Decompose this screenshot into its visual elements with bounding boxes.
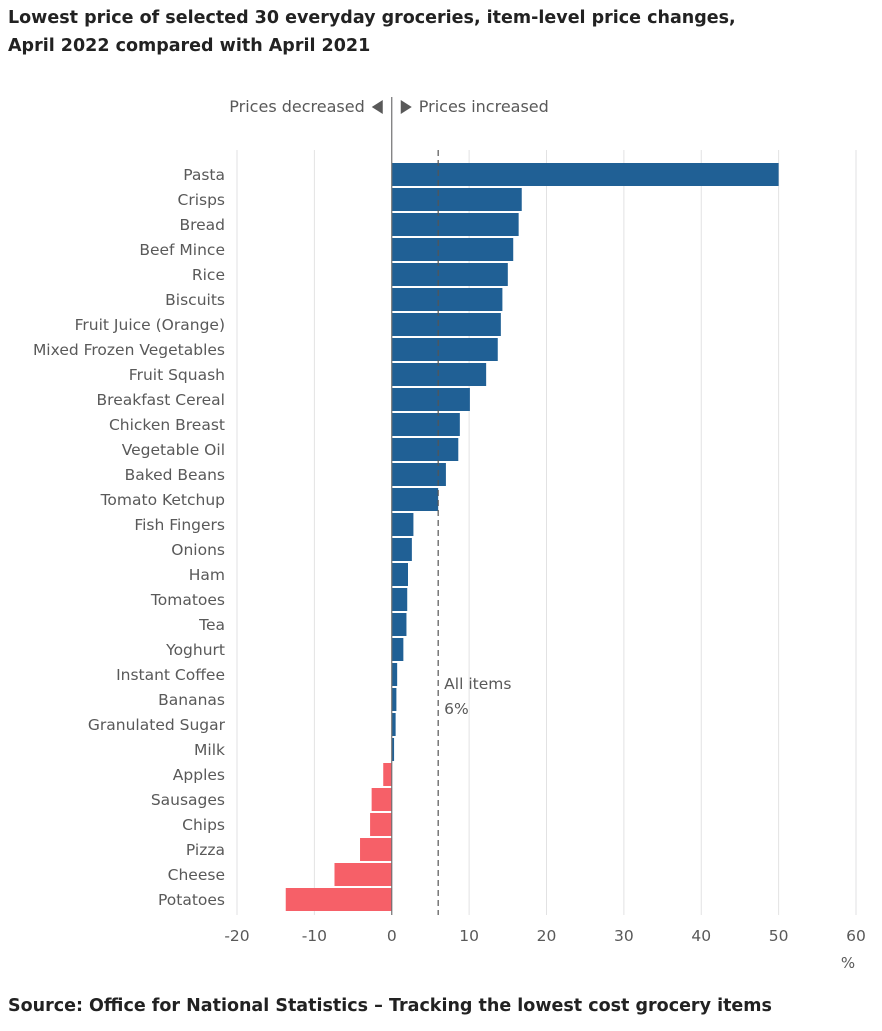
prices-decreased-label: Prices decreased	[229, 97, 364, 116]
category-label: Chicken Breast	[109, 416, 225, 434]
bar	[391, 388, 470, 411]
prices-increased-label: Prices increased	[419, 97, 549, 116]
left-arrow-icon	[371, 100, 383, 114]
category-label: Instant Coffee	[116, 666, 225, 684]
category-label: Bread	[179, 216, 225, 234]
bar	[391, 713, 396, 736]
category-label: Vegetable Oil	[122, 441, 225, 459]
bar	[391, 238, 514, 261]
category-label: Onions	[171, 541, 225, 559]
bar	[391, 538, 412, 561]
bar	[391, 638, 404, 661]
x-axis-unit-label: %	[841, 954, 855, 972]
x-tick-label: -20	[224, 927, 249, 945]
category-label: Baked Beans	[125, 466, 225, 484]
category-label: Rice	[192, 266, 225, 284]
bar	[391, 213, 519, 236]
category-label: Yoghurt	[165, 641, 225, 659]
bar	[360, 838, 392, 861]
category-label: Pizza	[186, 841, 225, 859]
bar	[391, 588, 408, 611]
bar	[383, 763, 392, 786]
bar	[391, 363, 487, 386]
category-label: Cheese	[168, 866, 225, 884]
chart-title: Lowest price of selected 30 everyday gro…	[8, 4, 868, 60]
category-label: Crisps	[178, 191, 226, 209]
right-arrow-icon	[400, 100, 412, 114]
x-tick-label: 40	[691, 927, 711, 945]
category-label: Mixed Frozen Vegetables	[33, 341, 225, 359]
bar	[391, 338, 498, 361]
category-label: Granulated Sugar	[88, 716, 226, 734]
bar	[391, 288, 503, 311]
bar	[391, 613, 407, 636]
x-tick-label: 10	[459, 927, 479, 945]
bar	[391, 663, 398, 686]
category-label: Beef Mince	[139, 241, 225, 259]
category-label: Fruit Juice (Orange)	[75, 316, 225, 334]
category-label: Breakfast Cereal	[97, 391, 225, 409]
category-label: Biscuits	[165, 291, 225, 309]
bar	[391, 688, 397, 711]
bar-chart: Pasta Crisps Bread Beef Mince Rice Biscuits Fr…	[33, 97, 866, 972]
source-note: Source: Office for National Statistics –…	[8, 996, 772, 1016]
x-tick-label: 50	[769, 927, 789, 945]
category-label: Tomato Ketchup	[100, 491, 225, 509]
category-label: Pasta	[183, 166, 225, 184]
bar	[391, 413, 460, 436]
reference-label: All items	[444, 675, 511, 693]
bar	[391, 263, 508, 286]
bar	[391, 438, 459, 461]
chart-title-line-2: April 2022 compared with April 2021	[8, 36, 371, 56]
x-tick-label: 20	[537, 927, 557, 945]
category-label: Fruit Squash	[129, 366, 225, 384]
bar	[391, 188, 522, 211]
chart-title-line-1: Lowest price of selected 30 everyday gro…	[8, 8, 736, 28]
x-tick-label: 60	[846, 927, 866, 945]
bar	[370, 813, 392, 836]
category-label: Ham	[189, 566, 225, 584]
bar	[334, 863, 392, 886]
bar	[391, 463, 446, 486]
bar	[391, 488, 439, 511]
category-label: Tea	[198, 616, 225, 634]
bar	[391, 738, 395, 761]
bar	[371, 788, 392, 811]
bar	[285, 888, 392, 911]
category-label: Apples	[173, 766, 225, 784]
bar	[391, 563, 408, 586]
category-label: Tomatoes	[150, 591, 225, 609]
category-label: Bananas	[158, 691, 225, 709]
category-label: Sausages	[151, 791, 225, 809]
category-label: Fish Fingers	[134, 516, 225, 534]
category-label: Potatoes	[158, 891, 225, 909]
x-tick-label: -10	[302, 927, 327, 945]
x-tick-label: 0	[387, 927, 397, 945]
bar	[391, 513, 414, 536]
reference-value-label: 6%	[444, 700, 469, 718]
bar	[391, 163, 779, 186]
x-tick-label: 30	[614, 927, 634, 945]
category-label: Chips	[182, 816, 225, 834]
bar	[391, 313, 501, 336]
category-label: Milk	[194, 741, 225, 759]
